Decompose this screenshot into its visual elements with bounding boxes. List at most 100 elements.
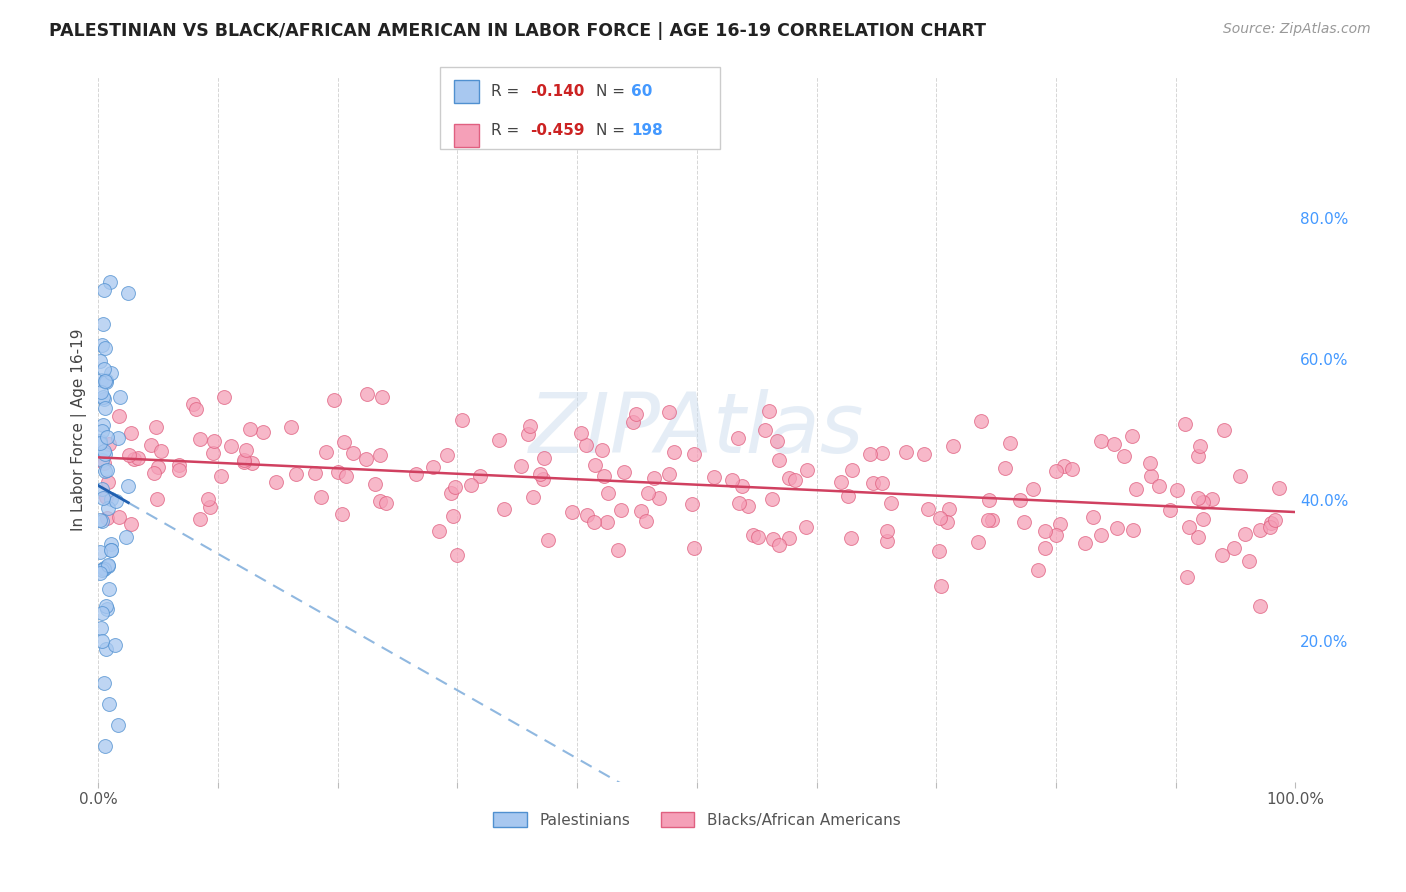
Point — [440, 486, 463, 500]
Point — [1008, 492, 1031, 507]
Point — [935, 515, 957, 529]
Point — [107, 431, 129, 445]
Point — [1139, 456, 1161, 470]
Point — [446, 548, 468, 562]
Point — [727, 431, 749, 445]
Point — [93, 361, 115, 376]
Point — [98, 582, 121, 596]
Point — [1174, 417, 1197, 432]
Point — [737, 499, 759, 513]
Point — [1045, 464, 1067, 478]
Point — [537, 533, 560, 548]
Point — [1139, 469, 1161, 483]
Point — [91, 317, 114, 331]
Point — [1000, 436, 1022, 450]
Point — [93, 560, 115, 574]
Point — [1121, 428, 1143, 442]
Point — [405, 467, 427, 482]
Point — [105, 494, 128, 508]
Point — [146, 491, 169, 506]
Point — [928, 543, 950, 558]
Point — [1026, 563, 1049, 577]
Point — [326, 465, 349, 479]
Point — [108, 409, 131, 423]
Point — [145, 419, 167, 434]
Point — [574, 438, 596, 452]
Legend: Palestinians, Blacks/African Americans: Palestinians, Blacks/African Americans — [488, 805, 907, 834]
Point — [436, 448, 458, 462]
Point — [209, 469, 232, 483]
Point — [575, 508, 598, 522]
Point — [117, 479, 139, 493]
Point — [91, 390, 114, 404]
Point — [621, 415, 644, 429]
Point — [107, 718, 129, 732]
Point — [93, 341, 115, 355]
Point — [1189, 439, 1212, 453]
Point — [150, 444, 173, 458]
Point — [1090, 434, 1112, 448]
Point — [1178, 520, 1201, 534]
Point — [139, 437, 162, 451]
Point — [1062, 462, 1084, 476]
Point — [583, 458, 606, 472]
Text: PALESTINIAN VS BLACK/AFRICAN AMERICAN IN LABOR FORCE | AGE 16-19 CORRELATION CHA: PALESTINIAN VS BLACK/AFRICAN AMERICAN IN… — [49, 22, 986, 40]
Point — [252, 425, 274, 439]
Point — [309, 490, 332, 504]
Point — [630, 503, 652, 517]
Point — [662, 445, 685, 459]
Point — [517, 426, 540, 441]
Point — [91, 424, 114, 438]
Point — [839, 531, 862, 545]
Point — [93, 401, 115, 415]
Point — [1212, 423, 1234, 437]
Point — [876, 524, 898, 538]
Point — [1201, 492, 1223, 507]
Point — [240, 456, 263, 470]
Point — [658, 467, 681, 482]
Point — [1260, 516, 1282, 531]
Point — [127, 450, 149, 465]
Point — [120, 517, 142, 532]
Point — [89, 566, 111, 581]
Point — [681, 497, 703, 511]
Point — [100, 492, 122, 507]
Point — [120, 425, 142, 440]
Point — [1090, 527, 1112, 541]
Point — [197, 492, 219, 507]
Point — [90, 482, 112, 496]
Point — [1105, 521, 1128, 535]
Point — [880, 496, 903, 510]
Point — [93, 443, 115, 458]
Point — [519, 419, 541, 434]
Point — [592, 469, 614, 483]
Point — [97, 437, 120, 451]
Point — [96, 463, 118, 477]
Point — [94, 491, 117, 505]
Point — [91, 606, 114, 620]
Point — [96, 601, 118, 615]
Point — [758, 403, 780, 417]
Point — [90, 338, 112, 352]
Point — [1249, 599, 1271, 613]
Point — [201, 446, 224, 460]
Point — [169, 463, 191, 477]
Point — [1268, 481, 1291, 495]
Point — [444, 480, 467, 494]
Point — [1264, 513, 1286, 527]
Point — [323, 392, 346, 407]
Point — [591, 443, 613, 458]
Point — [794, 520, 817, 534]
Point — [731, 479, 754, 493]
Point — [977, 513, 1000, 527]
Point — [1187, 449, 1209, 463]
Point — [876, 533, 898, 548]
Point — [451, 412, 474, 426]
Point — [658, 405, 681, 419]
Point — [994, 461, 1017, 475]
Point — [561, 506, 583, 520]
Point — [198, 500, 221, 514]
Point — [1045, 528, 1067, 542]
Text: N =: N = — [596, 84, 630, 99]
Point — [100, 543, 122, 558]
